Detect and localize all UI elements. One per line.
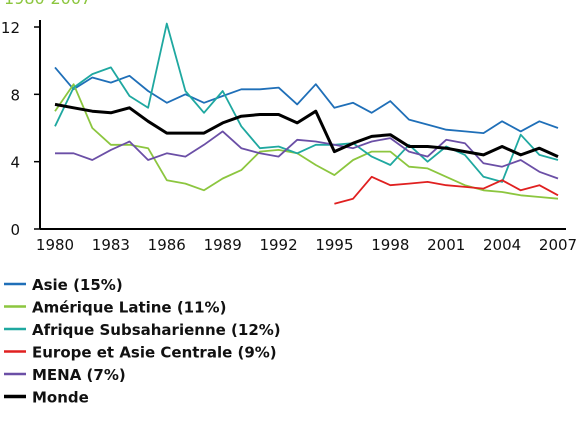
- subtitle: 1980-2007: [4, 0, 91, 8]
- legend-label: Amérique Latine (11%): [32, 299, 226, 317]
- x-tick-label: 2007: [539, 236, 577, 254]
- x-tick-label: 1986: [148, 236, 186, 254]
- series-line: [54, 66, 559, 135]
- x-tick-label: 1998: [371, 236, 409, 254]
- series-line: [54, 22, 559, 183]
- x-tick-label: 1992: [259, 236, 297, 254]
- series-line: [54, 102, 559, 158]
- series-line: [334, 175, 559, 205]
- legend-label: Afrique Subsaharienne (12%): [32, 321, 281, 339]
- x-tick-label: 1995: [315, 236, 353, 254]
- y-tick-label: 4: [10, 154, 20, 172]
- x-tick-label: 2001: [427, 236, 465, 254]
- y-tick-label: 12: [1, 19, 20, 37]
- y-tick-label: 8: [10, 86, 20, 104]
- legend-label: MENA (7%): [32, 366, 126, 384]
- legend-label: Asie (15%): [32, 276, 123, 294]
- x-tick-label: 2004: [483, 236, 521, 254]
- legend-label: Europe et Asie Centrale (9%): [32, 344, 277, 362]
- x-tick-label: 1989: [204, 236, 242, 254]
- y-tick-label: 0: [10, 221, 20, 239]
- legend-label: Monde: [32, 389, 89, 407]
- x-tick-label: 1980: [36, 236, 74, 254]
- x-tick-label: 1983: [92, 236, 130, 254]
